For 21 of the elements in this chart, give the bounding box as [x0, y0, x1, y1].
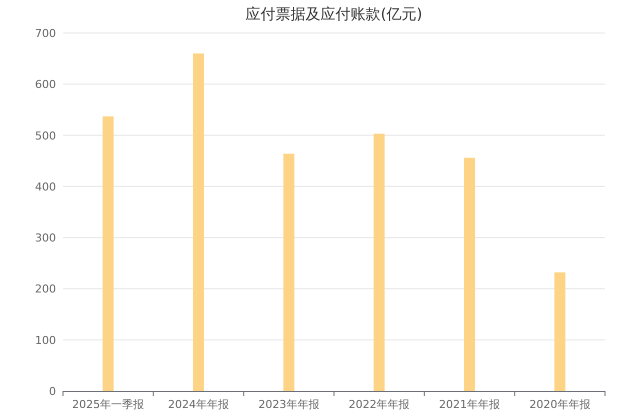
chart-title: 应付票据及应付账款(亿元) — [246, 5, 422, 23]
y-tick-label: 100 — [35, 334, 56, 347]
y-tick-label: 200 — [35, 282, 56, 296]
bar — [464, 158, 475, 391]
x-tick-label: 2025年一季报 — [72, 398, 144, 411]
y-tick-label: 700 — [35, 27, 56, 40]
bar — [102, 116, 114, 391]
x-tick-label: 2020年年报 — [529, 398, 590, 411]
y-tick-label: 400 — [35, 180, 56, 194]
x-tick-label: 2021年年报 — [439, 398, 500, 411]
x-tick-label: 2024年年报 — [168, 398, 229, 411]
bar — [554, 272, 566, 391]
bar — [283, 154, 294, 391]
x-tick-label: 2022年年报 — [348, 398, 410, 411]
y-tick-label: 600 — [35, 78, 56, 92]
x-tick-label: 2023年年报 — [258, 398, 320, 411]
bar — [193, 53, 204, 391]
y-tick-label: 500 — [35, 129, 56, 142]
y-tick-label: 0 — [49, 385, 56, 398]
y-tick-label: 300 — [35, 232, 56, 245]
bar — [374, 134, 385, 391]
